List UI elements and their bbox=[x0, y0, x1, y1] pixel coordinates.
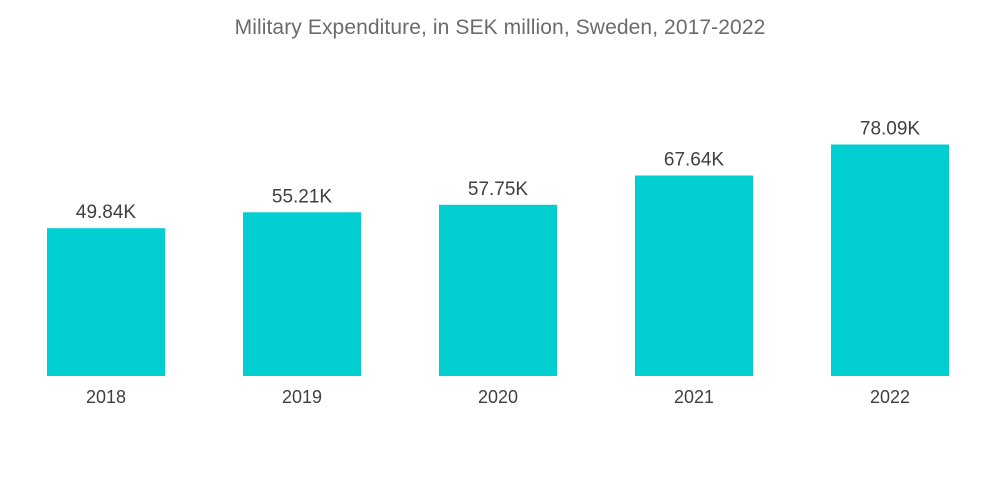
x-tick-label-2019: 2019 bbox=[282, 387, 322, 407]
value-label-2018: 49.84K bbox=[76, 202, 137, 223]
bar-2020 bbox=[439, 204, 557, 376]
bar-2018 bbox=[47, 228, 165, 376]
x-tick-label-2020: 2020 bbox=[478, 387, 518, 407]
chart-title: Military Expenditure, in SEK million, Sw… bbox=[234, 16, 766, 39]
value-label-2021: 67.64K bbox=[664, 150, 725, 171]
bars-group bbox=[47, 144, 949, 376]
x-tick-label-2021: 2021 bbox=[674, 387, 714, 407]
x-tick-label-2018: 2018 bbox=[86, 387, 126, 407]
value-label-2019: 55.21K bbox=[272, 186, 333, 207]
bar-2022 bbox=[831, 144, 949, 376]
value-label-2022: 78.09K bbox=[860, 119, 921, 140]
x-tick-labels-group: 2018 2019 2020 2021 2022 bbox=[86, 387, 910, 407]
value-labels-group: 49.84K 55.21K 57.75K 67.64K 78.09K bbox=[76, 119, 921, 224]
value-label-2020: 57.75K bbox=[468, 179, 529, 200]
bar-2021 bbox=[635, 175, 753, 376]
bar-2019 bbox=[243, 212, 361, 376]
x-tick-label-2022: 2022 bbox=[870, 387, 910, 407]
